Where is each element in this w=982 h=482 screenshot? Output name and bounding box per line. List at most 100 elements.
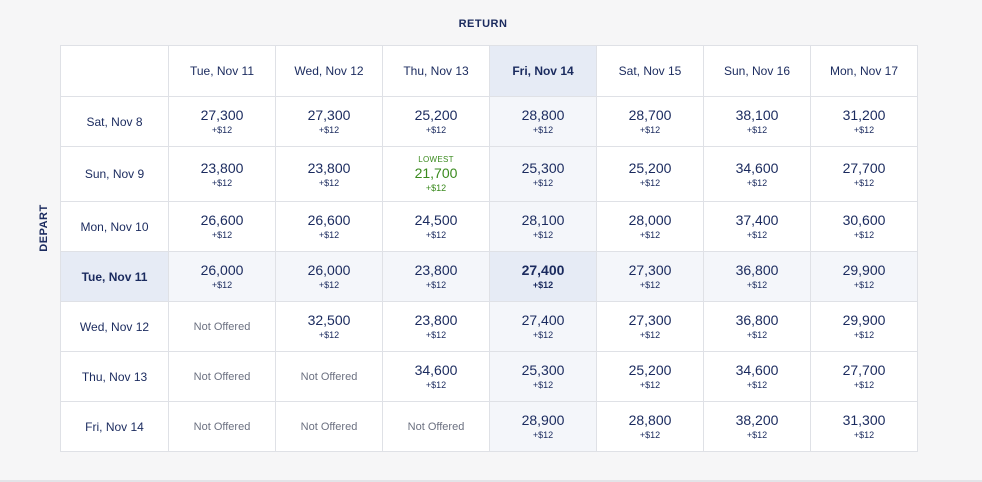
fare-points: 25,200 bbox=[628, 362, 672, 378]
fare-cell[interactable]: 31,200 +$12 bbox=[810, 96, 918, 147]
depart-row: Wed, Nov 12 Not Offered 32,500 +$12 23,800 +$… bbox=[60, 301, 918, 352]
depart-row: Sat, Nov 8 27,300 +$12 27,300 +$12 25,200 +$12… bbox=[60, 96, 918, 147]
depart-date-header: Fri, Nov 14 bbox=[60, 401, 169, 452]
fare-taxes: +$12 bbox=[853, 430, 875, 440]
depart-row: Sun, Nov 9 23,800 +$12 23,800 +$12 LOWEST 21,7… bbox=[60, 146, 918, 202]
fare-taxes: +$12 bbox=[639, 125, 661, 135]
depart-date-header: Thu, Nov 13 bbox=[60, 351, 169, 402]
fare-points: 28,700 bbox=[628, 107, 672, 123]
fare-cell[interactable]: 26,600 +$12 bbox=[275, 201, 383, 252]
fare-cell[interactable]: 25,200 +$12 bbox=[382, 96, 490, 147]
fare-points: 34,600 bbox=[414, 362, 458, 378]
fare-taxes: +$12 bbox=[639, 430, 661, 440]
fare-cell[interactable]: 27,300 +$12 bbox=[596, 301, 704, 352]
fare-cell[interactable]: 28,800 +$12 bbox=[596, 401, 704, 452]
fare-points: 25,200 bbox=[414, 107, 458, 123]
fare-points: 25,200 bbox=[628, 159, 672, 176]
fare-cell[interactable]: 30,600 +$12 bbox=[810, 201, 918, 252]
fare-cell[interactable]: 29,900 +$12 bbox=[810, 251, 918, 302]
fare-cell[interactable]: 24,500 +$12 bbox=[382, 201, 490, 252]
fare-cell[interactable]: 23,800 +$12 bbox=[275, 146, 383, 202]
fare-cell[interactable]: 27,300 +$12 bbox=[596, 251, 704, 302]
fare-points: 27,700 bbox=[842, 362, 886, 378]
fare-cell[interactable]: 28,900 +$12 bbox=[489, 401, 597, 452]
fare-points: 31,300 bbox=[842, 412, 886, 428]
fare-cell[interactable]: 25,300 +$12 bbox=[489, 351, 597, 402]
fare-cell[interactable]: 28,100 +$12 bbox=[489, 201, 597, 252]
fare-cell[interactable]: 27,400 +$12 bbox=[489, 251, 597, 302]
fare-points: 27,400 bbox=[521, 312, 565, 328]
not-offered-text: Not Offered bbox=[193, 320, 251, 333]
fare-cell[interactable]: 34,600 +$12 bbox=[382, 351, 490, 402]
return-date-header: Thu, Nov 13 bbox=[382, 45, 490, 97]
return-date-header: Sat, Nov 15 bbox=[596, 45, 704, 97]
fare-cell[interactable]: 34,600 +$12 bbox=[703, 146, 811, 202]
fare-points: 28,000 bbox=[628, 212, 672, 228]
fare-cell[interactable]: 26,000 +$12 bbox=[168, 251, 276, 302]
return-date-header: Tue, Nov 11 bbox=[168, 45, 276, 97]
fare-taxes: +$12 bbox=[425, 280, 447, 290]
fare-points: 32,500 bbox=[307, 312, 351, 328]
fare-cell[interactable]: 23,800 +$12 bbox=[168, 146, 276, 202]
fare-cell[interactable]: 23,800 +$12 bbox=[382, 301, 490, 352]
fare-taxes: +$12 bbox=[532, 177, 554, 188]
fare-cell[interactable]: 25,200 +$12 bbox=[596, 351, 704, 402]
fare-cell[interactable]: 38,100 +$12 bbox=[703, 96, 811, 147]
fare-cell[interactable]: 27,700 +$12 bbox=[810, 146, 918, 202]
fare-taxes: +$12 bbox=[639, 280, 661, 290]
fare-cell[interactable]: 27,300 +$12 bbox=[168, 96, 276, 147]
fare-taxes: +$12 bbox=[746, 380, 768, 390]
fare-cell[interactable]: 36,800 +$12 bbox=[703, 301, 811, 352]
return-date-header: Fri, Nov 14 bbox=[489, 45, 597, 97]
depart-date-header: Sat, Nov 8 bbox=[60, 96, 169, 147]
not-offered-text: Not Offered bbox=[300, 420, 358, 433]
fare-cell-lowest[interactable]: LOWEST 21,700 +$12 bbox=[382, 146, 490, 202]
fare-points: 29,900 bbox=[842, 262, 886, 278]
fare-cell[interactable]: 25,200 +$12 bbox=[596, 146, 704, 202]
fare-points: 27,300 bbox=[628, 262, 672, 278]
fare-points: 23,800 bbox=[414, 312, 458, 328]
fare-taxes: +$12 bbox=[746, 330, 768, 340]
fare-cell[interactable]: 26,000 +$12 bbox=[275, 251, 383, 302]
fare-taxes: +$12 bbox=[639, 177, 661, 188]
fare-taxes: +$12 bbox=[318, 125, 340, 135]
fare-points: 23,800 bbox=[307, 159, 351, 176]
fare-points: 36,800 bbox=[735, 312, 779, 328]
fare-points: 26,600 bbox=[307, 212, 351, 228]
depart-date-header: Tue, Nov 11 bbox=[60, 251, 169, 302]
fare-cell[interactable]: 28,700 +$12 bbox=[596, 96, 704, 147]
fare-cell[interactable]: 31,300 +$12 bbox=[810, 401, 918, 452]
fare-cell[interactable]: 25,300 +$12 bbox=[489, 146, 597, 202]
not-offered-text: Not Offered bbox=[193, 420, 251, 433]
fare-cell[interactable]: 27,300 +$12 bbox=[275, 96, 383, 147]
fare-cell[interactable]: 34,600 +$12 bbox=[703, 351, 811, 402]
fare-cell[interactable]: 27,700 +$12 bbox=[810, 351, 918, 402]
fare-points: 24,500 bbox=[414, 212, 458, 228]
fare-taxes: +$12 bbox=[318, 330, 340, 340]
fare-points: 27,700 bbox=[842, 159, 886, 176]
fare-points: 31,200 bbox=[842, 107, 886, 123]
fare-cell[interactable]: 38,200 +$12 bbox=[703, 401, 811, 452]
fare-points: 26,000 bbox=[200, 262, 244, 278]
fare-taxes: +$12 bbox=[532, 125, 554, 135]
fare-cell-unavailable: Not Offered bbox=[168, 301, 276, 352]
fare-cell[interactable]: 36,800 +$12 bbox=[703, 251, 811, 302]
fare-taxes: +$12 bbox=[639, 230, 661, 240]
fare-cell[interactable]: 28,800 +$12 bbox=[489, 96, 597, 147]
fare-cell[interactable]: 29,900 +$12 bbox=[810, 301, 918, 352]
fare-cell-unavailable: Not Offered bbox=[168, 351, 276, 402]
fare-cell[interactable]: 32,500 +$12 bbox=[275, 301, 383, 352]
fare-cell[interactable]: 23,800 +$12 bbox=[382, 251, 490, 302]
fare-cell[interactable]: 26,600 +$12 bbox=[168, 201, 276, 252]
fare-cell[interactable]: 37,400 +$12 bbox=[703, 201, 811, 252]
fare-points: 38,200 bbox=[735, 412, 779, 428]
fare-cell-unavailable: Not Offered bbox=[382, 401, 490, 452]
fare-cell[interactable]: 28,000 +$12 bbox=[596, 201, 704, 252]
fare-taxes: +$12 bbox=[532, 280, 554, 290]
fare-points: 27,300 bbox=[200, 107, 244, 123]
fare-taxes: +$12 bbox=[425, 182, 447, 193]
fare-points: 28,900 bbox=[521, 412, 565, 428]
fare-cell[interactable]: 27,400 +$12 bbox=[489, 301, 597, 352]
fare-taxes: +$12 bbox=[318, 230, 340, 240]
